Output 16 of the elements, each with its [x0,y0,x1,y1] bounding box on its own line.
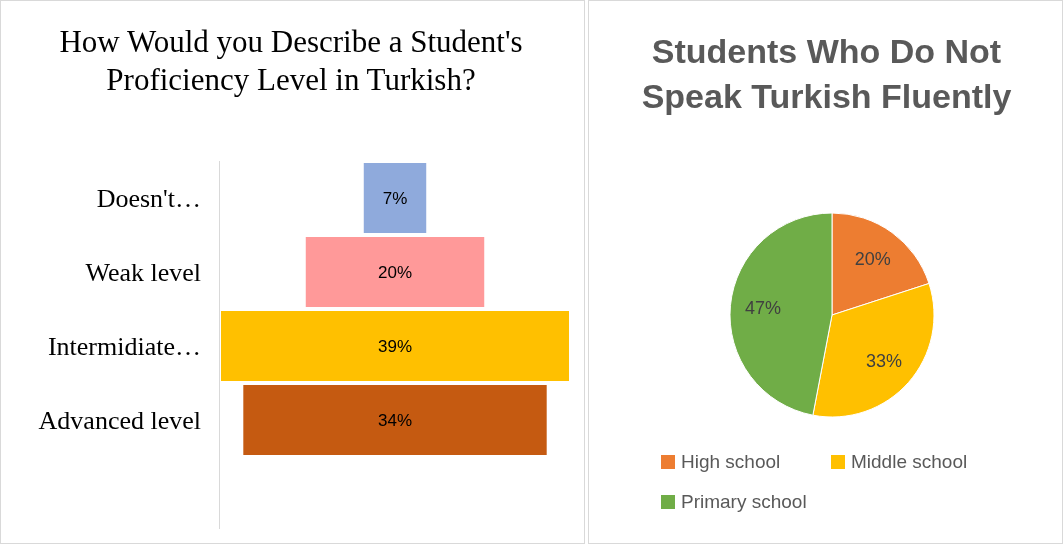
data-label: 39% [377,336,413,356]
data-label: 20% [377,262,413,282]
chart-title: Students Who Do Not Speak Turkish Fluently [640,31,1013,117]
data-label: 20% [854,248,891,269]
legend-label: High school [681,451,781,473]
category-label: Weak level [85,257,201,287]
text: How Would you Describe a Student's Proficiency Level in Turkish? [58,23,524,99]
data-label: 7% [382,188,408,208]
data-label: 47% [744,298,781,319]
category-label: Advanced level [38,405,201,435]
data-label: 33% [866,350,903,371]
category-label: Intermidiate… [47,331,201,361]
legend-label: Primary school [681,491,807,513]
legend-label: Middle school [851,451,968,473]
category-label: Doesn't… [96,183,201,213]
data-label: 34% [377,410,413,430]
